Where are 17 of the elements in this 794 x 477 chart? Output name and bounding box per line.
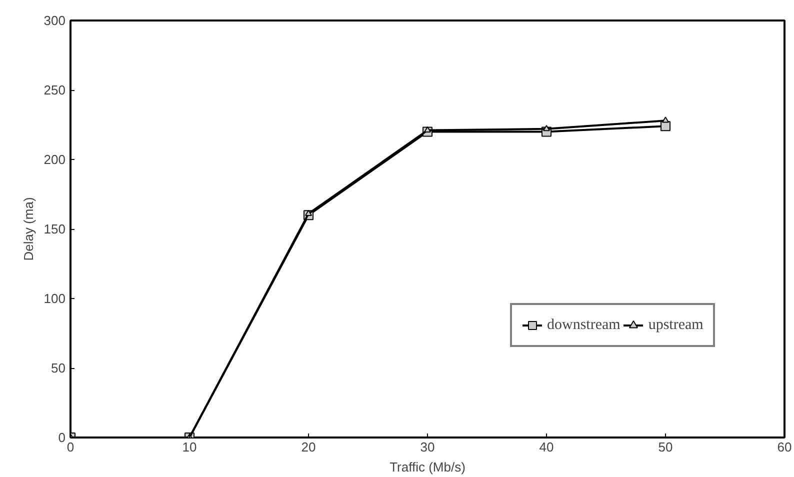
x-tick-label: 20 (301, 440, 316, 454)
y-tick-label: 100 (44, 291, 66, 306)
x-axis-title: Traffic (Mb/s) (390, 460, 466, 474)
x-tick-label: 60 (777, 440, 792, 454)
y-tick-label: 250 (44, 82, 66, 98)
y-axis-title: Delay (ma) (20, 197, 36, 261)
y-tick-label: 300 (44, 13, 66, 28)
y-tick-label: 0 (58, 430, 66, 445)
y-tick-label: 50 (51, 360, 66, 376)
x-tick-label: 50 (658, 440, 673, 454)
y-tick-label: 200 (44, 152, 66, 167)
legend-label: downstream (547, 316, 620, 334)
x-tick-label: 10 (182, 440, 197, 454)
x-tick-label: 30 (420, 440, 435, 454)
x-tick-label: 40 (539, 440, 554, 454)
y-tick-label: 150 (44, 222, 66, 236)
legend-label: upstream (648, 316, 704, 334)
